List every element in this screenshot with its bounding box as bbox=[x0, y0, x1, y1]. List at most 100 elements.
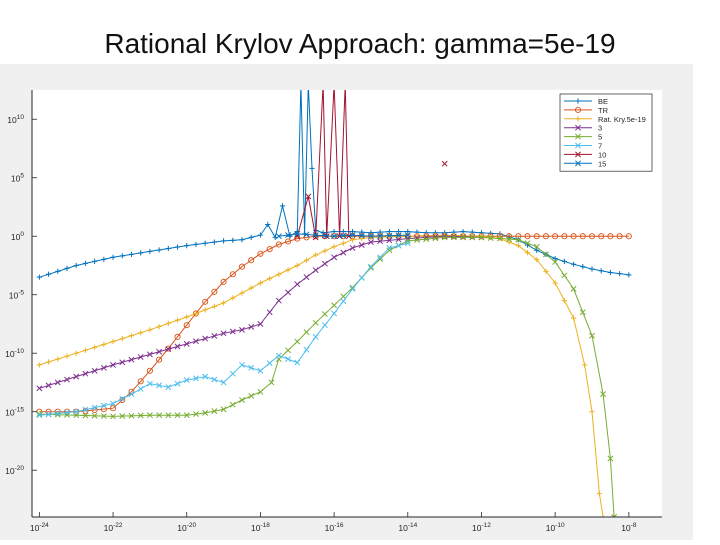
data-point bbox=[294, 281, 301, 288]
x-tick-label: 10-20 bbox=[177, 522, 196, 533]
data-point bbox=[358, 232, 365, 239]
data-point bbox=[110, 338, 116, 345]
data-point bbox=[367, 239, 374, 246]
series-s10_outlier bbox=[441, 160, 448, 167]
data-point bbox=[100, 413, 107, 420]
legend-marker bbox=[575, 151, 581, 158]
data-point bbox=[230, 295, 236, 301]
data-point bbox=[239, 361, 245, 368]
data-point bbox=[64, 265, 70, 272]
data-point bbox=[183, 377, 190, 384]
data-point bbox=[349, 284, 356, 291]
series-s15 bbox=[275, 230, 411, 240]
data-point bbox=[441, 234, 448, 241]
data-point bbox=[82, 412, 89, 419]
data-point bbox=[589, 266, 595, 272]
data-point bbox=[73, 262, 79, 269]
data-point bbox=[257, 388, 264, 395]
data-point bbox=[349, 232, 356, 239]
data-point bbox=[100, 406, 107, 413]
data-point bbox=[110, 400, 117, 407]
data-point bbox=[248, 234, 254, 241]
data-point bbox=[73, 408, 80, 415]
data-point bbox=[506, 236, 513, 243]
data-point bbox=[552, 233, 559, 240]
data-point bbox=[404, 237, 411, 244]
data-point bbox=[294, 338, 301, 345]
data-point bbox=[248, 285, 254, 291]
data-point bbox=[285, 347, 292, 354]
data-point bbox=[211, 408, 218, 415]
data-point bbox=[110, 361, 117, 368]
data-point bbox=[598, 268, 604, 274]
legend-label: 10 bbox=[598, 150, 606, 159]
data-point bbox=[211, 376, 218, 383]
legend-entry-s10: 10 bbox=[564, 150, 606, 159]
data-point bbox=[626, 272, 632, 278]
data-point bbox=[598, 233, 605, 240]
data-point bbox=[36, 274, 42, 280]
data-point bbox=[156, 356, 163, 363]
legend-marker bbox=[575, 98, 581, 104]
data-point bbox=[279, 203, 286, 209]
data-point bbox=[211, 333, 218, 339]
legend-entry-s5: 5 bbox=[564, 133, 602, 142]
data-point bbox=[616, 233, 623, 240]
data-point bbox=[248, 257, 255, 264]
legend-entry-s7: 7 bbox=[564, 142, 602, 151]
data-point bbox=[156, 348, 163, 355]
data-point bbox=[272, 234, 278, 241]
legend-entry-s3: 3 bbox=[564, 124, 602, 133]
data-point bbox=[192, 338, 199, 345]
data-point bbox=[220, 406, 227, 413]
data-point bbox=[275, 233, 282, 240]
data-point bbox=[193, 310, 199, 317]
data-point bbox=[349, 237, 356, 243]
data-point bbox=[202, 298, 209, 305]
data-point bbox=[582, 362, 588, 368]
data-point bbox=[570, 285, 577, 292]
data-point bbox=[331, 310, 338, 317]
data-point bbox=[146, 412, 153, 419]
legend-entry-Rat: Rat. Kry.5e-19 bbox=[564, 115, 646, 124]
data-point bbox=[340, 232, 347, 239]
data-point bbox=[45, 359, 52, 365]
data-point bbox=[358, 274, 365, 281]
data-point bbox=[202, 240, 208, 246]
data-point bbox=[257, 250, 264, 257]
data-point bbox=[275, 352, 282, 359]
data-point bbox=[349, 244, 356, 251]
data-point bbox=[303, 257, 310, 263]
data-point bbox=[340, 240, 346, 246]
data-point bbox=[220, 238, 227, 244]
data-point bbox=[110, 254, 116, 260]
data-point bbox=[561, 297, 567, 304]
x-tick-label: 10-24 bbox=[30, 522, 49, 533]
data-point bbox=[165, 384, 172, 391]
data-point bbox=[119, 359, 126, 366]
data-point bbox=[147, 327, 153, 333]
series-line-TR bbox=[39, 235, 629, 413]
data-point bbox=[349, 285, 356, 292]
data-point bbox=[386, 247, 393, 254]
data-point bbox=[589, 409, 595, 415]
data-point bbox=[303, 231, 310, 238]
data-point bbox=[45, 271, 52, 277]
data-point bbox=[552, 255, 558, 262]
data-point bbox=[183, 340, 190, 347]
data-point bbox=[137, 378, 144, 385]
data-point bbox=[588, 233, 596, 240]
legend-label: TR bbox=[598, 106, 609, 115]
data-point bbox=[36, 412, 43, 419]
data-point bbox=[331, 233, 338, 240]
legend-marker bbox=[575, 142, 581, 149]
x-tick-label: 10-18 bbox=[251, 522, 270, 533]
data-point bbox=[312, 232, 319, 239]
data-point bbox=[552, 259, 559, 265]
data-point bbox=[54, 410, 61, 417]
data-point bbox=[192, 375, 199, 382]
series-s7 bbox=[36, 240, 411, 419]
data-point bbox=[285, 267, 291, 273]
data-point bbox=[137, 412, 144, 419]
data-point bbox=[321, 322, 328, 329]
